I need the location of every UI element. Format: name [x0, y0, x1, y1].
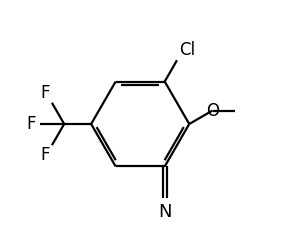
Text: F: F: [26, 115, 36, 133]
Text: N: N: [158, 203, 172, 221]
Text: F: F: [40, 84, 50, 101]
Text: F: F: [40, 147, 50, 164]
Text: Cl: Cl: [179, 41, 196, 59]
Text: O: O: [206, 101, 219, 120]
